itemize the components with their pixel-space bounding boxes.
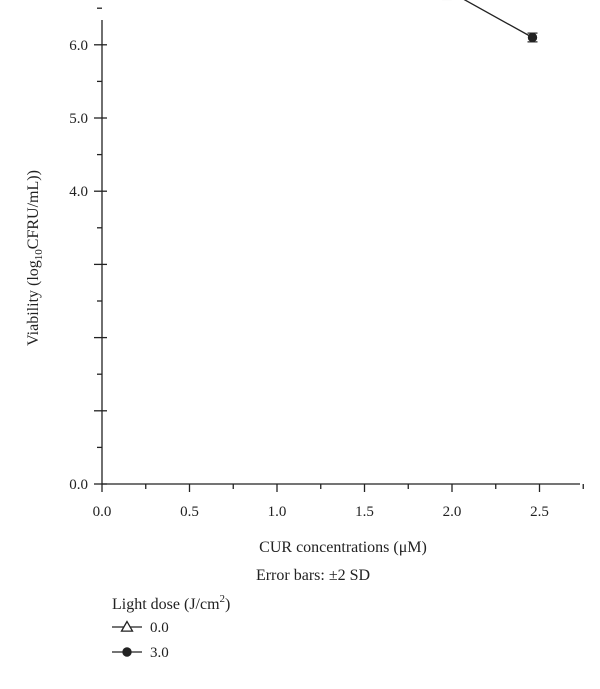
- legend: Light dose (J/cm2) 0.0 3.0: [112, 593, 230, 661]
- y-axis-title-main: Viability (log: [25, 260, 42, 346]
- x-tick-label: 1.0: [268, 504, 287, 520]
- legend-marker: [120, 620, 134, 632]
- x-tick-label: 0.5: [180, 504, 199, 520]
- axes: [101, 20, 580, 485]
- series-layer: [441, 0, 538, 43]
- x-tick-label: 2.5: [530, 504, 549, 520]
- legend-title-main: Light dose (J/cm: [112, 596, 220, 613]
- legend-title-end: ): [225, 596, 230, 613]
- y-axis-title: Viability (log10CFRU/mL)): [25, 170, 45, 346]
- legend-items: 0.0 3.0: [112, 620, 169, 661]
- y-tick-label: 5.0: [69, 111, 88, 127]
- x-axis-title: CUR concentrations (μM): [259, 539, 427, 556]
- legend-title: Light dose (J/cm2): [112, 593, 230, 613]
- y-tick-label: 0.0: [69, 477, 88, 493]
- legend-label: 3.0: [150, 645, 169, 661]
- error-bar-note: Error bars: ±2 SD: [256, 567, 370, 584]
- y-axis-title-sub: 10: [33, 249, 45, 261]
- y-tick-label: 6.0: [69, 38, 88, 54]
- x-tick-label: 0.0: [93, 504, 112, 520]
- legend-marker: [122, 647, 132, 657]
- y-tick-label: 4.0: [69, 184, 88, 200]
- x-tick-label: 1.5: [355, 504, 374, 520]
- data-point: [527, 32, 538, 43]
- legend-label: 0.0: [150, 620, 169, 636]
- x-ticks: 0.0 0.5 1.0 1.5 2.0 2.5: [93, 484, 584, 520]
- series-line: [463, 0, 533, 39]
- legend-title-sup: 2: [220, 593, 226, 605]
- y-ticks: 0.04.05.06.07.08.09.0: [69, 7, 107, 493]
- series-light-3: [441, 0, 538, 43]
- legend-item: 0.0: [112, 620, 169, 636]
- legend-item: 3.0: [112, 645, 169, 661]
- y-axis-title-rest: CFRU/mL)): [25, 170, 42, 249]
- x-tick-label: 2.0: [443, 504, 462, 520]
